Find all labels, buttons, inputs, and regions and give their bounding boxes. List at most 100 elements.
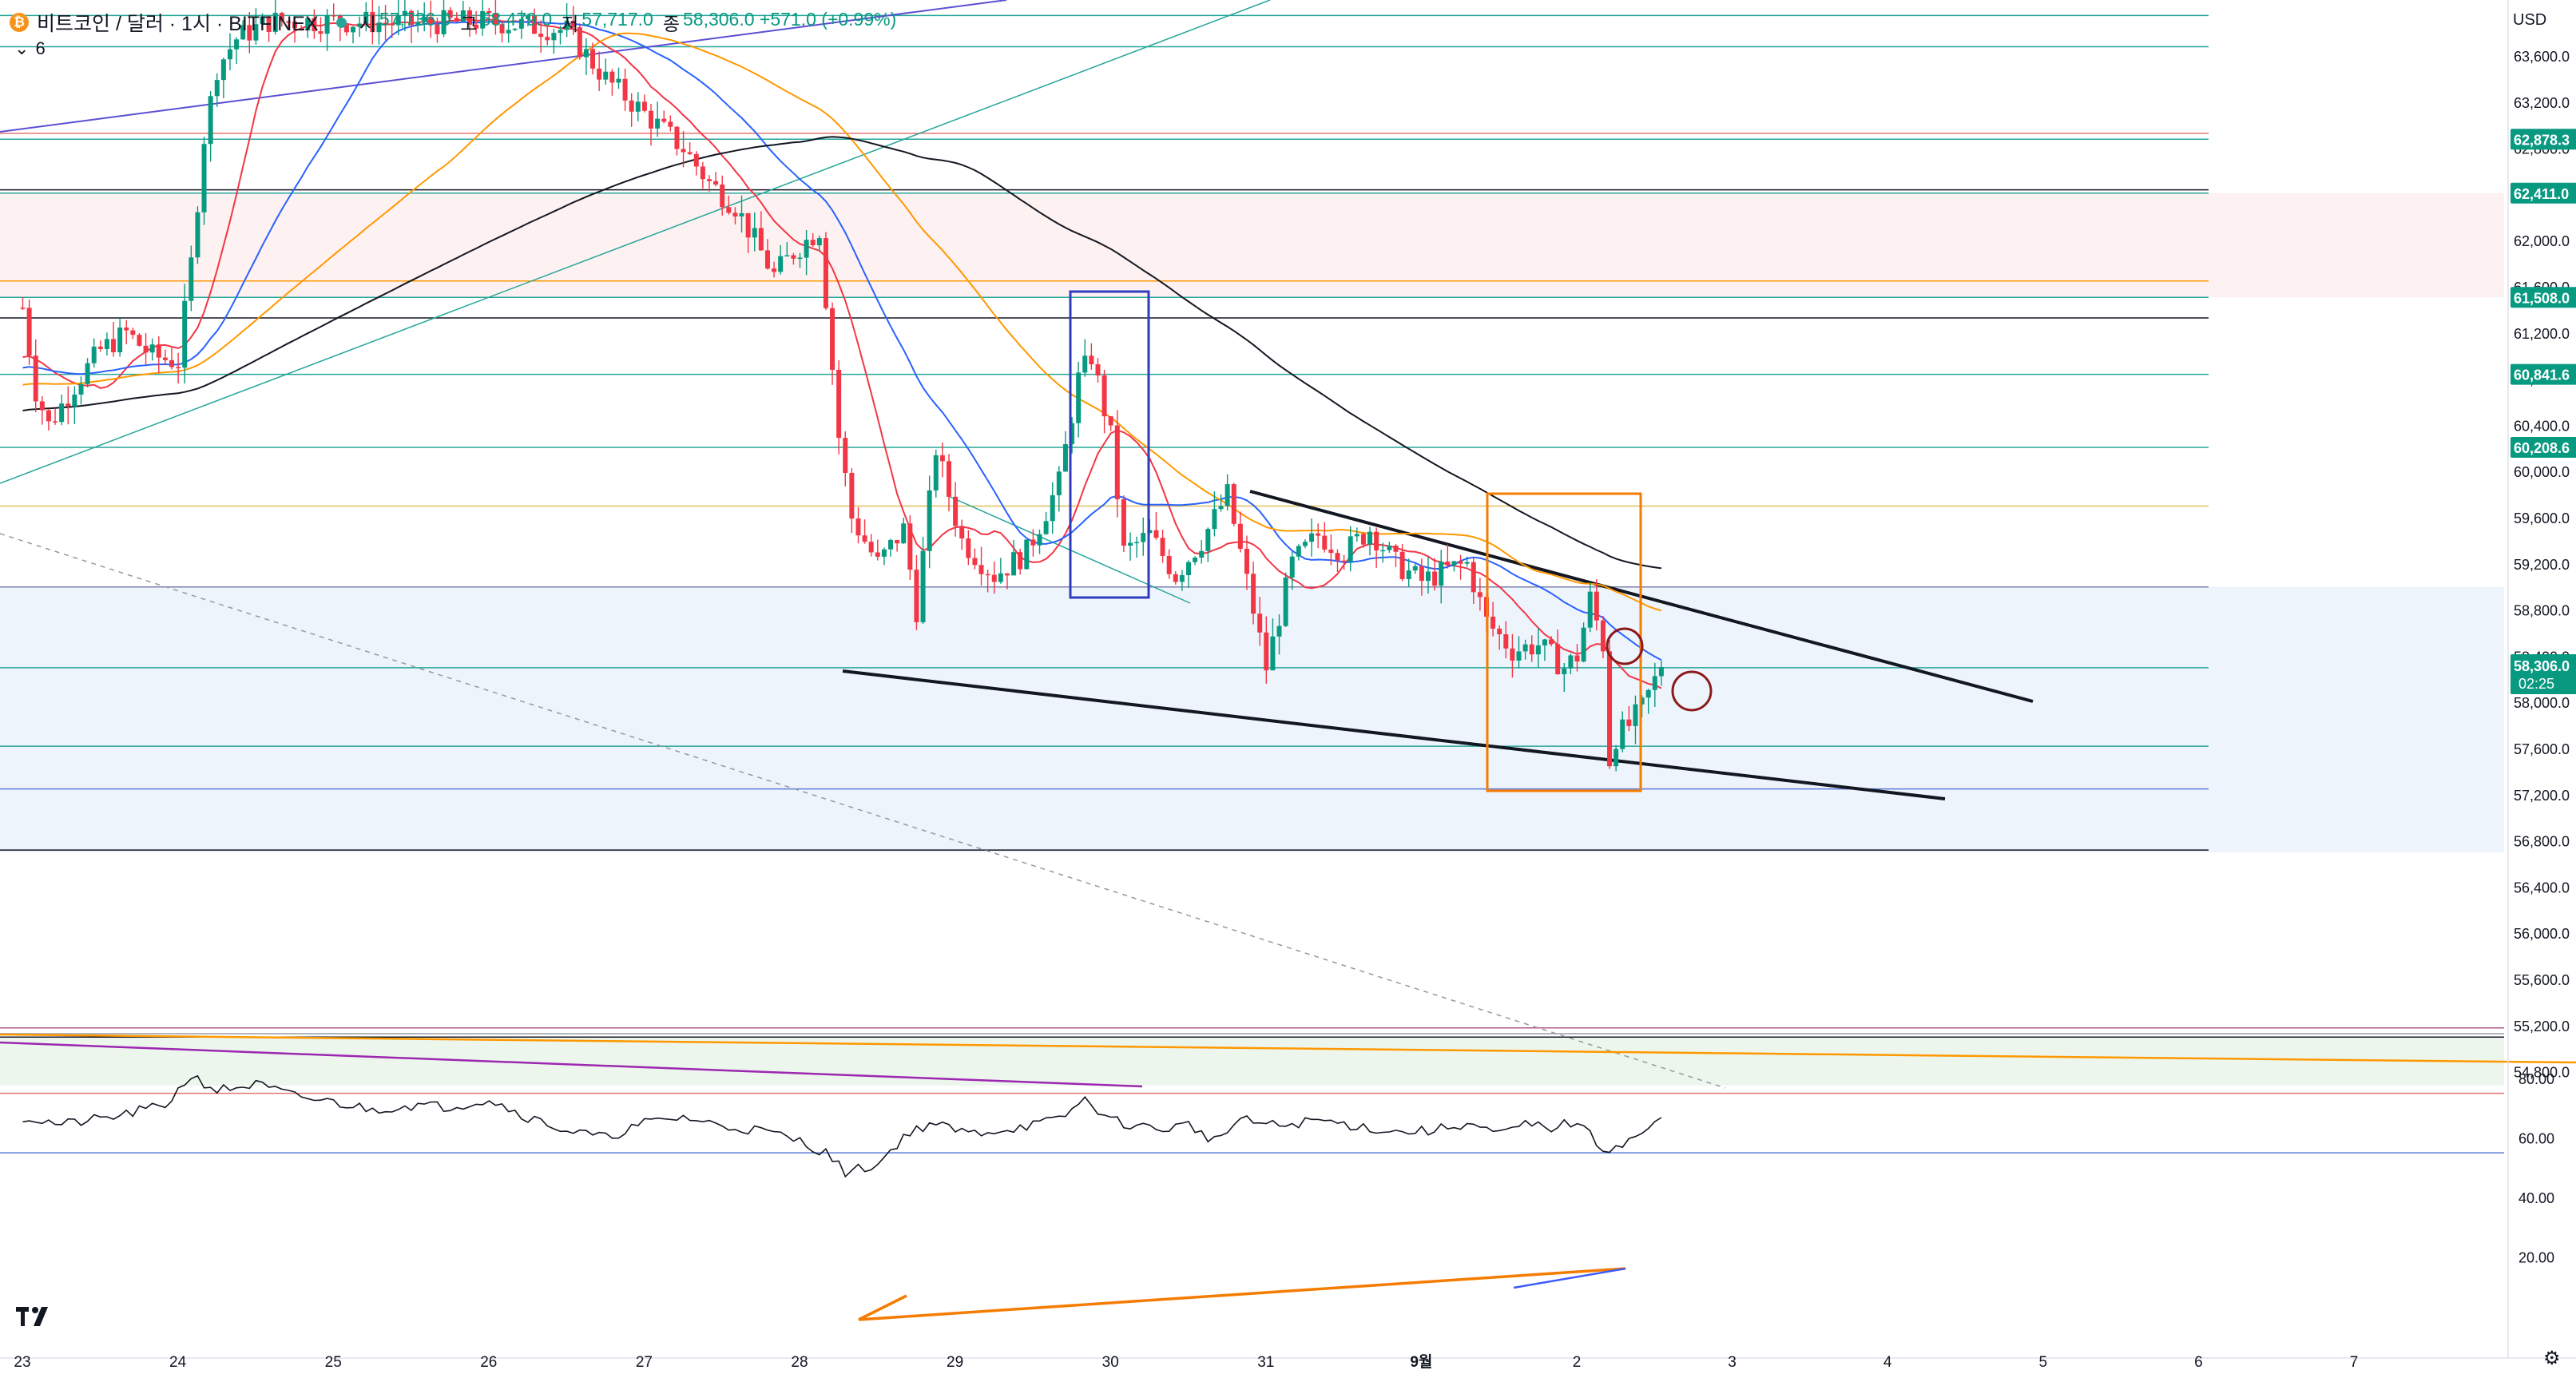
- candle[interactable]: [1477, 578, 1482, 611]
- candle[interactable]: [823, 232, 828, 311]
- candle-body[interactable]: [1471, 562, 1476, 593]
- candle[interactable]: [91, 338, 97, 368]
- candle[interactable]: [351, 26, 356, 44]
- ascending-trend-line[interactable]: [0, 0, 1271, 484]
- candle[interactable]: [1296, 544, 1301, 561]
- candle[interactable]: [681, 130, 686, 168]
- candle-body[interactable]: [1056, 471, 1062, 495]
- candle-body[interactable]: [1186, 562, 1191, 575]
- candle-body[interactable]: [668, 121, 673, 127]
- candle[interactable]: [324, 9, 330, 51]
- candle[interactable]: [1004, 573, 1010, 590]
- candle-body[interactable]: [635, 101, 641, 112]
- candle[interactable]: [1322, 522, 1328, 553]
- candle[interactable]: [435, 18, 440, 43]
- candle[interactable]: [1587, 582, 1593, 633]
- candle-body[interactable]: [1089, 355, 1094, 365]
- candle[interactable]: [616, 67, 621, 89]
- candle[interactable]: [1030, 529, 1036, 557]
- candle[interactable]: [693, 151, 699, 176]
- highlight-box-blue[interactable]: [1069, 290, 1150, 599]
- candle[interactable]: [1639, 695, 1645, 718]
- candle[interactable]: [927, 475, 932, 569]
- candle[interactable]: [370, 0, 375, 45]
- candle[interactable]: [564, 2, 570, 38]
- candle-body[interactable]: [784, 255, 790, 257]
- candle-body[interactable]: [720, 185, 725, 208]
- candle-body[interactable]: [395, 15, 401, 26]
- candle[interactable]: [1574, 644, 1580, 672]
- candle[interactable]: [946, 454, 951, 512]
- candle[interactable]: [1406, 558, 1411, 587]
- candle-body[interactable]: [1224, 484, 1230, 506]
- candle[interactable]: [978, 546, 984, 586]
- candle-body[interactable]: [616, 78, 621, 83]
- candle-body[interactable]: [1050, 494, 1055, 522]
- candle[interactable]: [1549, 636, 1554, 647]
- candle-body[interactable]: [117, 328, 123, 353]
- candle-body[interactable]: [447, 10, 453, 18]
- candle-body[interactable]: [603, 71, 609, 80]
- candle-body[interactable]: [1251, 574, 1256, 614]
- candle-body[interactable]: [357, 23, 363, 27]
- candle-body[interactable]: [1387, 546, 1392, 550]
- candle[interactable]: [953, 482, 959, 537]
- candle[interactable]: [260, 13, 265, 26]
- candle[interactable]: [1095, 358, 1101, 383]
- candle-body[interactable]: [46, 410, 51, 422]
- candle-body[interactable]: [532, 15, 538, 34]
- candle[interactable]: [299, 25, 304, 31]
- candle-body[interactable]: [972, 558, 978, 566]
- candle-body[interactable]: [1328, 549, 1334, 554]
- candle[interactable]: [169, 346, 174, 370]
- candle-body[interactable]: [706, 179, 712, 181]
- candle-body[interactable]: [292, 22, 298, 29]
- rsi-line[interactable]: [22, 1074, 1662, 1178]
- candle-body[interactable]: [435, 24, 440, 34]
- candle[interactable]: [189, 245, 194, 312]
- price-level-badge[interactable]: [2511, 363, 2576, 385]
- candle[interactable]: [830, 302, 836, 385]
- candle-body[interactable]: [881, 549, 887, 557]
- candle[interactable]: [1173, 570, 1178, 585]
- candle-body[interactable]: [1231, 484, 1236, 524]
- candle[interactable]: [1011, 540, 1017, 576]
- candle-body[interactable]: [1542, 639, 1547, 645]
- candle[interactable]: [998, 558, 1003, 584]
- ascending-channel-line[interactable]: [0, 0, 1007, 133]
- candle-body[interactable]: [551, 33, 557, 41]
- candle[interactable]: [1244, 535, 1249, 590]
- candle-body[interactable]: [622, 78, 628, 101]
- candle-body[interactable]: [1587, 591, 1593, 628]
- candle[interactable]: [661, 110, 667, 124]
- candle-body[interactable]: [474, 24, 479, 29]
- candle[interactable]: [1652, 662, 1657, 707]
- candle[interactable]: [227, 33, 232, 70]
- candle-body[interactable]: [1322, 535, 1328, 550]
- candle-body[interactable]: [1490, 616, 1496, 629]
- candle[interactable]: [855, 506, 861, 544]
- candle[interactable]: [493, 0, 498, 35]
- candle[interactable]: [1360, 531, 1366, 548]
- candle[interactable]: [1237, 511, 1243, 553]
- candle-body[interactable]: [162, 357, 168, 360]
- candle-body[interactable]: [1108, 416, 1113, 426]
- candle[interactable]: [1348, 526, 1353, 572]
- candle-body[interactable]: [428, 17, 434, 25]
- candle-body[interactable]: [583, 49, 589, 58]
- candle[interactable]: [402, 0, 407, 32]
- candle[interactable]: [959, 519, 965, 550]
- candle[interactable]: [1399, 544, 1405, 582]
- candle[interactable]: [357, 16, 363, 38]
- candle-body[interactable]: [1244, 548, 1249, 574]
- candle-body[interactable]: [1439, 561, 1444, 586]
- candle[interactable]: [1218, 494, 1224, 512]
- candle-body[interactable]: [1289, 556, 1295, 578]
- candle[interactable]: [603, 58, 609, 85]
- candle[interactable]: [745, 212, 751, 253]
- candle-body[interactable]: [1276, 625, 1282, 637]
- candle[interactable]: [422, 2, 427, 32]
- candle[interactable]: [739, 195, 744, 233]
- candle-body[interactable]: [1173, 574, 1178, 582]
- candle[interactable]: [518, 10, 524, 39]
